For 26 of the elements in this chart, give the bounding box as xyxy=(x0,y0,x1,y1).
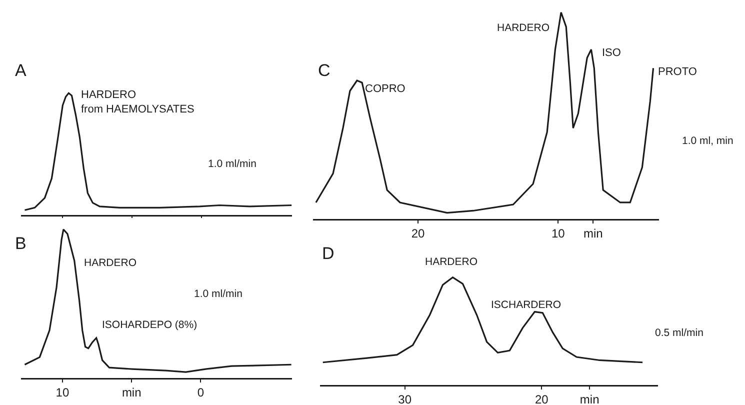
x-tick-label: 20 xyxy=(411,226,426,241)
annotation: ISOHARDEPO (8%) xyxy=(102,319,198,331)
text: HARDERO xyxy=(425,256,478,268)
annotation: 1.0 ml/min xyxy=(194,288,243,300)
x-tick-label: 10 xyxy=(56,386,70,400)
chart-title: B xyxy=(15,234,26,253)
annotation: HARDERO xyxy=(497,22,550,34)
x-tick-label: min xyxy=(583,226,603,241)
text: 1.0 ml, min xyxy=(682,135,734,147)
annotation: ISO xyxy=(602,47,622,59)
x-tick-label: 0 xyxy=(197,386,204,400)
x-tick-label: min xyxy=(580,392,600,405)
annotation: 1.0 ml/min xyxy=(208,158,257,170)
chart-title: D xyxy=(322,244,334,263)
x-tick-label: min xyxy=(122,386,142,400)
chart-title: A xyxy=(15,60,27,80)
annotation: COPRO xyxy=(365,83,406,95)
annotation: ISCHARDERO xyxy=(491,299,562,311)
annotation: HARDERO from HAEMOLYSATES xyxy=(81,89,194,116)
annotation: HARDERO xyxy=(84,257,137,269)
x-tick-label: 30 xyxy=(398,392,412,405)
x-tick-label: 20 xyxy=(535,392,549,405)
text: C xyxy=(318,60,330,80)
x-tick-label: 10 xyxy=(551,226,566,241)
annotation: PROTO xyxy=(658,66,698,78)
annotation: 0.5 ml/min xyxy=(655,327,704,339)
